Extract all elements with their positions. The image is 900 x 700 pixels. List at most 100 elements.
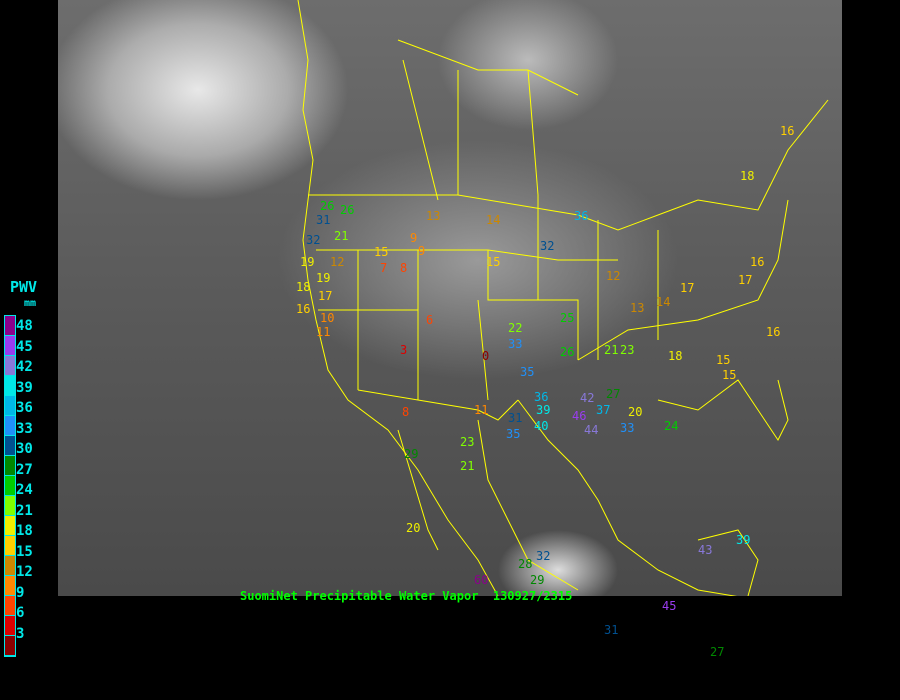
station-pwv-value: 3 [400,343,408,357]
station-pwv-value: 20 [406,521,421,535]
station-pwv-value: 23 [620,343,635,357]
legend-label: 27 [16,461,33,478]
legend-swatch [5,476,15,496]
station-pwv-value: 29 [530,573,545,587]
legend-swatch [5,356,15,376]
legend-swatch [5,516,15,536]
map-caption: SuomiNet Precipitable Water Vapor 130927… [240,589,573,603]
legend-swatch [5,416,15,436]
legend-swatch [5,636,15,656]
station-pwv-value: 31 [604,623,619,637]
station-pwv-value: 14 [486,213,501,227]
legend-label: 39 [16,379,33,396]
legend-swatch [5,436,15,456]
legend-label: 18 [16,523,33,539]
station-pwv-value: 14 [656,295,671,309]
legend-swatch [5,616,15,636]
satellite-map [58,0,842,596]
legend-swatch [5,496,15,516]
station-pwv-value: 36 [574,209,589,223]
station-pwv-value: 18 [668,349,683,363]
station-pwv-value: 21 [604,343,619,357]
station-pwv-value: 37 [596,403,611,417]
station-pwv-value: 16 [750,255,765,269]
station-pwv-value: 7 [380,261,388,275]
station-pwv-value: 13 [426,209,441,223]
station-pwv-value: 39 [736,533,751,547]
station-pwv-value: 35 [520,365,535,379]
station-pwv-value: 33 [620,421,635,435]
station-pwv-value: 12 [330,255,345,269]
legend-label: 21 [16,502,33,519]
station-pwv-value: 29 [404,447,419,461]
station-pwv-value: 45 [662,599,677,613]
station-pwv-value: 27 [606,387,621,401]
legend-label: 42 [16,359,33,375]
station-pwv-value: 22 [508,321,523,335]
legend-label: 45 [16,338,33,355]
station-pwv-value: 43 [698,543,713,557]
station-pwv-value: 31 [316,213,331,227]
legend-label: 30 [16,441,33,457]
legend-swatch [5,336,15,356]
station-pwv-value: 8 [402,405,410,419]
station-pwv-value: 10 [320,311,335,325]
station-pwv-value: 27 [710,645,725,659]
station-pwv-value: 25 [560,311,575,325]
station-pwv-value: 20 [628,405,643,419]
station-pwv-value: 23 [460,435,475,449]
political-borders [297,0,829,596]
station-pwv-value: 11 [474,403,489,417]
station-pwv-value: 40 [534,419,549,433]
station-pwv-value: 26 [560,345,575,359]
station-pwv-value: 13 [630,301,645,315]
legend-label: 12 [16,564,33,580]
station-pwv-value: 15 [716,353,731,367]
station-pwv-value: 60 [474,573,489,587]
station-pwv-value: 16 [780,124,795,138]
legend-swatch [5,536,15,556]
legend-label: 48 [16,318,33,334]
station-pwv-value: 32 [536,549,551,563]
legend-swatch [5,316,15,336]
station-pwv-value: 15 [374,245,389,259]
station-pwv-value: 18 [296,280,311,294]
station-pwv-value: 8 [400,261,408,275]
legend-swatch [5,576,15,596]
station-pwv-value: 28 [518,557,533,571]
station-pwv-value: 42 [580,391,595,405]
station-pwv-value: 39 [536,403,551,417]
station-pwv-value: 17 [318,289,333,303]
legend-swatch [5,556,15,576]
station-pwv-value: 12 [606,269,621,283]
legend-unit: mm [24,298,37,309]
color-scale-bar [4,315,16,657]
station-pwv-value: 16 [296,302,311,316]
legend-swatch [5,376,15,396]
station-pwv-value: 9 [410,231,418,245]
legend-swatch [5,396,15,416]
legend-label: 33 [16,420,33,437]
station-pwv-value: 21 [460,459,475,473]
legend-label: 36 [16,400,33,416]
station-pwv-value: 18 [740,169,755,183]
station-pwv-value: 32 [306,233,321,247]
station-pwv-value: 17 [680,281,695,295]
legend-label: 24 [16,482,33,498]
station-pwv-value: 16 [766,325,781,339]
legend-swatch [5,456,15,476]
station-pwv-value: 6 [426,313,434,327]
legend-label: 9 [16,584,25,601]
station-pwv-value: 15 [486,255,501,269]
station-pwv-value: 21 [334,229,349,243]
station-pwv-value: 19 [300,255,315,269]
legend-label: 3 [16,625,25,642]
station-pwv-value: 32 [540,239,555,253]
station-pwv-value: 44 [584,423,599,437]
station-pwv-value: 24 [664,419,679,433]
legend-swatch [5,596,15,616]
legend-label: 6 [16,605,25,621]
station-pwv-value: 35 [506,427,521,441]
station-pwv-value: 36 [534,390,549,404]
station-pwv-value: 26 [320,199,335,213]
